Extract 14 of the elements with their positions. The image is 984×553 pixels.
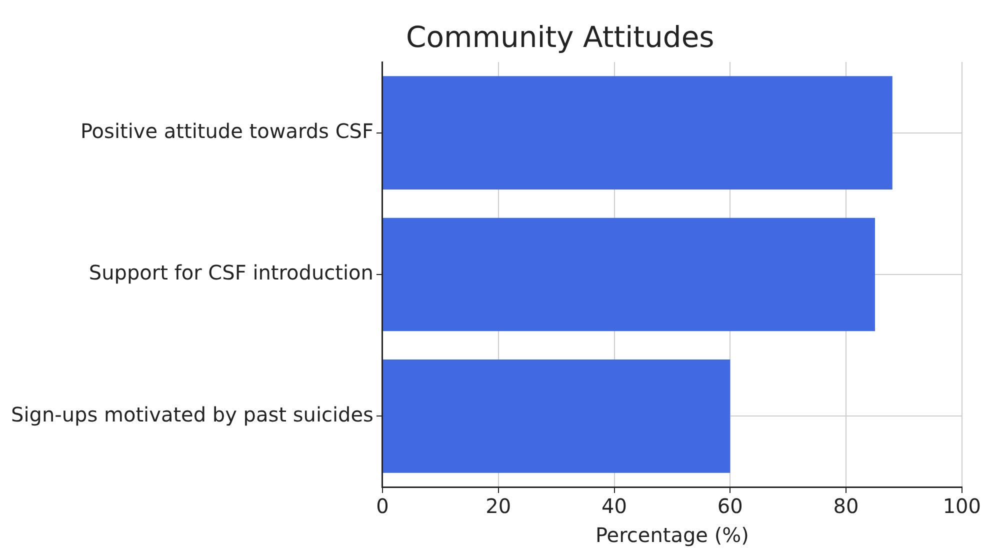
y-tick-label: Positive attitude towards CSF [80, 119, 374, 144]
x-axis-title: Percentage (%) [595, 523, 749, 548]
bar [382, 360, 730, 473]
x-tick-label: 40 [602, 494, 627, 518]
chart-title: Community Attitudes [406, 20, 714, 54]
y-tick-label: Sign-ups motivated by past suicides [10, 402, 374, 426]
y-tick-label: Support for CSF introduction [88, 260, 374, 285]
x-tick-label: 100 [942, 494, 982, 518]
bar [382, 218, 875, 332]
x-tick-label: 0 [376, 494, 389, 518]
x-tick-label: 60 [717, 494, 743, 518]
x-tick-label: 80 [833, 494, 859, 518]
x-tick-label: 20 [486, 494, 512, 518]
bar [382, 76, 892, 190]
